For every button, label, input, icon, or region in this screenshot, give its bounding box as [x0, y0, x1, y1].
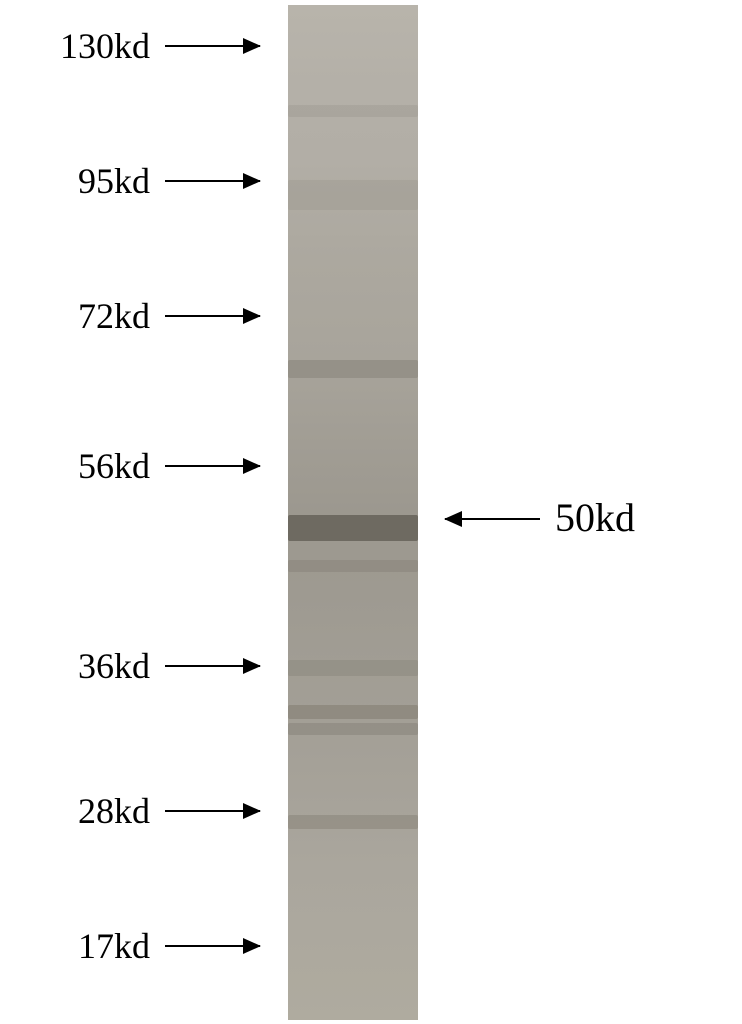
- blot-band: [288, 660, 418, 676]
- western-blot-figure: 50kd 130kd 95kd 72kd 56kd 36kd 28kd 17kd: [0, 0, 742, 1024]
- marker-arrow: [165, 810, 260, 812]
- blot-band: [288, 515, 418, 541]
- blot-band: [288, 360, 418, 378]
- target-label: 50kd: [555, 494, 635, 541]
- marker-arrow: [165, 665, 260, 667]
- blot-band: [288, 723, 418, 735]
- marker-label: 95kd: [30, 160, 150, 202]
- marker-label: 36kd: [30, 645, 150, 687]
- target-arrow: [445, 518, 540, 520]
- blot-band: [288, 180, 418, 210]
- marker-arrow: [165, 180, 260, 182]
- marker-arrow: [165, 945, 260, 947]
- marker-arrow: [165, 45, 260, 47]
- blot-band: [288, 560, 418, 572]
- marker-label: 72kd: [30, 295, 150, 337]
- marker-arrow: [165, 315, 260, 317]
- marker-label: 56kd: [30, 445, 150, 487]
- marker-label: 130kd: [30, 25, 150, 67]
- marker-arrow: [165, 465, 260, 467]
- blot-band: [288, 815, 418, 829]
- marker-label: 28kd: [30, 790, 150, 832]
- marker-label: 17kd: [30, 925, 150, 967]
- blot-band: [288, 705, 418, 719]
- blot-band: [288, 105, 418, 117]
- blot-lane: [288, 5, 418, 1020]
